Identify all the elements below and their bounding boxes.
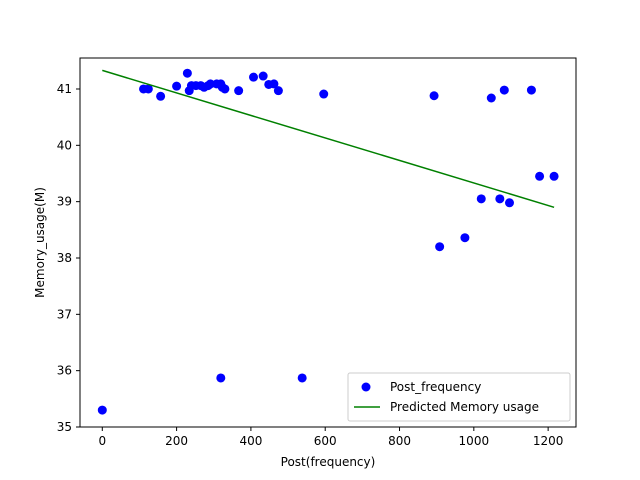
- data-point: [216, 373, 226, 383]
- data-point: [220, 84, 230, 94]
- axes-frame: [79, 57, 577, 428]
- y-tick-label: 41: [57, 82, 72, 96]
- x-tick-label: 600: [314, 434, 337, 448]
- y-axis-label: Memory_usage(M): [33, 187, 47, 298]
- legend: Post_frequency Predicted Memory usage: [347, 372, 571, 422]
- data-point: [476, 194, 486, 204]
- data-point: [156, 91, 166, 101]
- legend-box: [347, 372, 571, 422]
- data-point: [273, 86, 283, 96]
- data-point: [526, 85, 536, 95]
- y-tick-label: 35: [57, 420, 72, 434]
- x-tick-label: 400: [239, 434, 262, 448]
- x-tick-label: 1000: [459, 434, 490, 448]
- y-tick-label: 38: [57, 251, 72, 265]
- data-point: [249, 72, 259, 82]
- legend-label-scatter: Post_frequency: [390, 380, 481, 394]
- data-point: [504, 198, 514, 208]
- data-point: [234, 86, 244, 96]
- regression-line: [102, 69, 555, 209]
- y-tick-label: 36: [57, 364, 72, 378]
- data-point: [97, 405, 107, 415]
- x-tick-label: 0: [98, 434, 106, 448]
- x-tick-label: 800: [388, 434, 411, 448]
- data-point: [172, 81, 182, 91]
- y-tick-label: 39: [57, 195, 72, 209]
- data-point: [269, 79, 279, 89]
- x-tick-label: 1200: [533, 434, 564, 448]
- data-point: [143, 84, 153, 94]
- y-axis: 35 36 37 38 39 40 41: [57, 82, 80, 434]
- legend-label-line: Predicted Memory usage: [390, 400, 539, 414]
- y-tick-label: 40: [57, 138, 72, 152]
- data-point: [435, 242, 445, 252]
- data-point: [319, 89, 329, 99]
- data-point: [499, 85, 509, 95]
- y-tick-label: 37: [57, 307, 72, 321]
- data-point: [205, 79, 215, 89]
- x-axis-label: Post(frequency): [281, 455, 376, 469]
- x-axis: 0 200 400 600 800 1000 1200: [98, 427, 563, 448]
- data-point: [495, 194, 505, 204]
- legend-marker-scatter: [361, 382, 371, 392]
- x-tick-label: 200: [165, 434, 188, 448]
- data-point: [297, 373, 307, 383]
- data-point: [429, 91, 439, 101]
- data-point: [460, 233, 470, 243]
- data-point: [535, 171, 545, 181]
- data-point: [182, 68, 192, 78]
- data-point: [549, 171, 559, 181]
- data-point: [486, 93, 496, 103]
- plot-area: [97, 68, 559, 415]
- data-point: [258, 71, 268, 81]
